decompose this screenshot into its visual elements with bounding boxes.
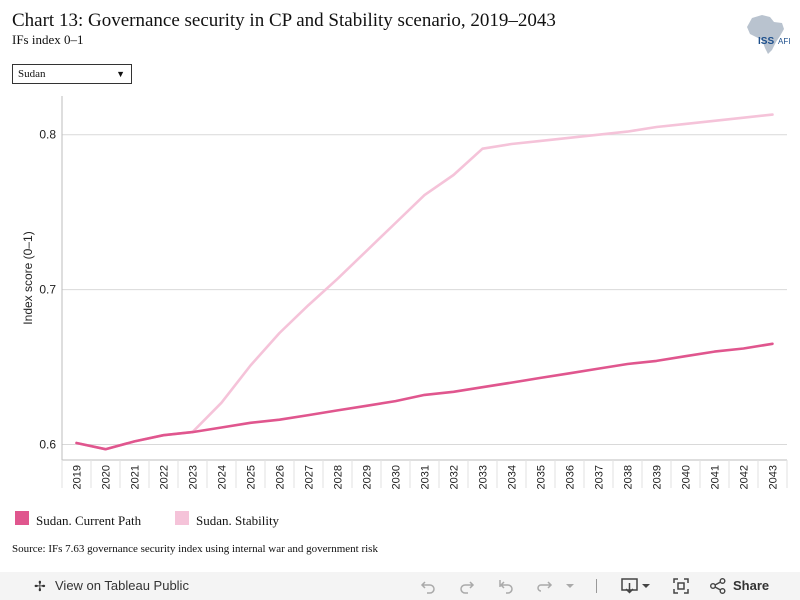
x-tick-label: 2037 xyxy=(594,465,606,489)
chart-title: Chart 13: Governance security in CP and … xyxy=(12,10,556,31)
tableau-logo-icon: ✢ xyxy=(34,578,46,594)
fullscreen-icon[interactable] xyxy=(672,577,690,595)
y-axis-title: Index score (0–1) xyxy=(21,231,35,324)
iss-africa-futures-logo: ISS AFI xyxy=(747,15,790,54)
undo-icon[interactable] xyxy=(419,577,437,595)
line-chart: 0.6 0.7 0.8 2019 2020 2021 2022 2023 2024 2025 202… xyxy=(21,96,788,489)
dropdown-arrow-icon: ▼ xyxy=(116,69,125,79)
x-tick-label: 2024 xyxy=(217,465,229,489)
legend-label-stability: Sudan. Stability xyxy=(196,513,280,528)
x-tick-label: 2027 xyxy=(304,465,316,489)
x-tick-label: 2021 xyxy=(130,465,142,489)
chart-subtitle: IFs index 0–1 xyxy=(12,32,84,47)
x-tick-label: 2041 xyxy=(710,465,722,489)
x-tick-label: 2019 xyxy=(72,465,84,489)
legend-swatch-current-path xyxy=(15,511,29,525)
download-icon[interactable] xyxy=(621,577,651,595)
x-tick-label: 2028 xyxy=(333,465,345,489)
series-line-current-path xyxy=(75,342,774,451)
refresh-icon[interactable] xyxy=(535,577,553,595)
share-label: Share xyxy=(733,578,770,593)
x-tick-label: 2038 xyxy=(623,465,635,489)
x-tick-label: 2030 xyxy=(391,465,403,489)
x-tick-label: 2026 xyxy=(275,465,287,489)
x-tick-label: 2036 xyxy=(565,465,577,489)
y-tick-label: 0.8 xyxy=(39,128,56,142)
x-tick-label: 2043 xyxy=(768,465,780,489)
toolbar-divider xyxy=(596,579,597,593)
redo-icon[interactable] xyxy=(458,577,476,595)
x-tick-label: 2040 xyxy=(681,465,693,489)
country-select-value: Sudan xyxy=(18,68,46,80)
legend-label-current-path: Sudan. Current Path xyxy=(36,513,142,528)
x-tick-label: 2025 xyxy=(246,465,258,489)
share-icon xyxy=(710,578,726,594)
logo-text: ISS xyxy=(758,36,774,47)
x-tick-label: 2035 xyxy=(536,465,548,489)
x-tick-label: 2042 xyxy=(739,465,751,489)
x-tick-label: 2033 xyxy=(478,465,490,489)
x-tick-label: 2032 xyxy=(449,465,461,489)
view-on-tableau-label: View on Tableau Public xyxy=(55,578,189,593)
y-tick-label: 0.6 xyxy=(39,438,56,452)
revert-icon[interactable] xyxy=(497,577,515,595)
tableau-toolbar: ✢ View on Tableau Public Share xyxy=(0,572,800,600)
x-tick-label: 2034 xyxy=(507,465,519,489)
y-tick-label: 0.7 xyxy=(39,283,56,297)
series-line-stability xyxy=(75,113,774,451)
x-tick-label: 2022 xyxy=(159,465,171,489)
x-tick-label: 2029 xyxy=(362,465,374,489)
x-tick-label: 2031 xyxy=(420,465,432,489)
x-tick-label: 2020 xyxy=(101,465,113,489)
country-select[interactable]: Sudan ▼ xyxy=(12,64,132,84)
pause-dropdown-icon[interactable] xyxy=(564,577,576,595)
legend-swatch-stability xyxy=(175,511,189,525)
x-tick-label: 2023 xyxy=(188,465,200,489)
source-note: Source: IFs 7.63 governance security ind… xyxy=(12,543,378,555)
x-tick-label: 2039 xyxy=(652,465,664,489)
logo-text-2: AFI xyxy=(778,37,790,46)
